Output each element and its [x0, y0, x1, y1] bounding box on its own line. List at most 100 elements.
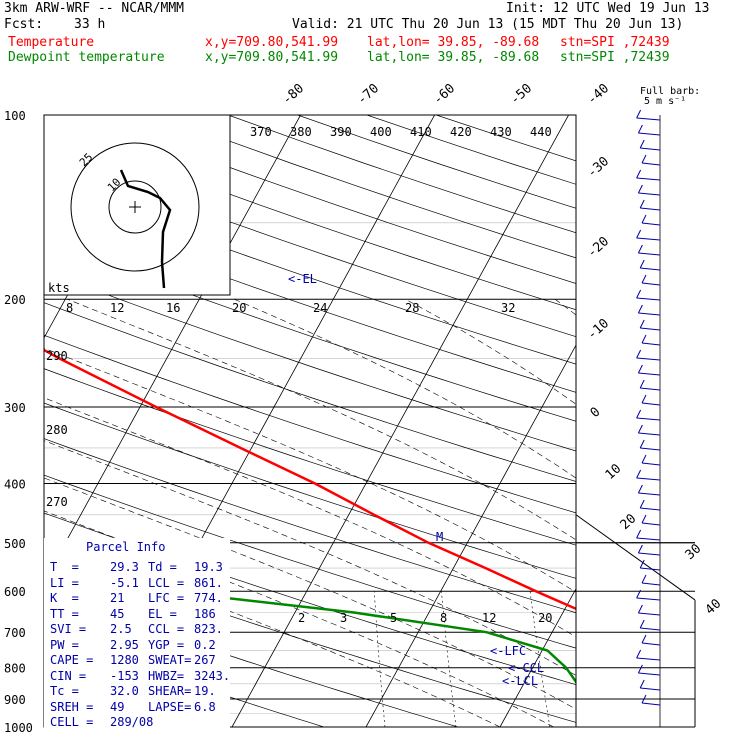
parcel-info-key: SWEAT= [148, 653, 192, 667]
theta-side-label: 290 [46, 349, 68, 363]
wind-barb [636, 477, 661, 481]
wind-barb [638, 612, 661, 616]
parcel-info-key: LFC = [148, 591, 185, 605]
parcel-info-key: Tc = [50, 684, 79, 698]
wind-barb-flag [639, 379, 645, 389]
dry-adiabat-line [44, 270, 576, 452]
isotherm-top-label: -60 [431, 81, 458, 108]
mixing-ratio-label: 20 [538, 611, 552, 625]
parcel-info-value: 49 [110, 699, 125, 714]
theta-label: 380 [290, 125, 312, 139]
wind-barb [636, 657, 661, 661]
parcel-marker: M [436, 530, 443, 544]
parcel-info-key: LI = [50, 575, 79, 590]
isotherm-line [634, 115, 740, 727]
dewpoint-legend-label: Dewpoint temperature [8, 50, 165, 65]
dry-adiabat-line [44, 402, 576, 579]
parcel-info-key: TT = [50, 606, 79, 621]
dry-adiabat-line [297, 115, 576, 209]
theta-label: 430 [490, 125, 512, 139]
wind-barb-flag [637, 424, 643, 434]
wind-barb [636, 537, 661, 541]
parcel-info-value: 861. [194, 575, 223, 590]
temperature-legend-stn: stn=SPI ,72439 [560, 35, 670, 50]
wind-barb [641, 282, 661, 286]
parcel-info-value: 19. [194, 684, 216, 698]
parcel-info-key: CAPE = [50, 653, 94, 667]
parcel-info-value: 19.3 [194, 560, 223, 574]
parcel-info-panel: Parcel Info T = 29.3 Td = 19.3 LI = -5.1 LCL =… [44, 538, 230, 729]
wind-barb-flag [641, 574, 647, 584]
wind-barb-flag [637, 244, 643, 254]
isotherm-line [365, 344, 576, 727]
dewpoint-legend-latlon: lat,lon= 39.85, -89.68 [367, 50, 540, 65]
pressure-tick-label: 400 [4, 477, 26, 491]
mixing-ratio-line [374, 591, 386, 727]
parcel-info-value: 2.95 [110, 637, 139, 652]
wind-barb-flag [641, 334, 647, 344]
parcel-info-key: CIN = [50, 668, 87, 683]
theta-side-label: 280 [46, 423, 68, 437]
isotherm-top-label: -70 [355, 81, 382, 108]
wind-barb [640, 207, 661, 211]
dry-adiabat-line [44, 438, 576, 614]
wind-barb [636, 297, 661, 301]
init-time: Init: 12 UTC Wed 19 Jun 13 [506, 1, 710, 16]
wind-barb [636, 117, 661, 121]
wind-barb-flag [639, 199, 645, 209]
wind-barb-flag [637, 184, 643, 194]
wind-barb-flag [639, 139, 645, 149]
wind-barb-flag [636, 649, 642, 659]
wind-barb [636, 177, 661, 181]
moist-adiabat-line [234, 298, 576, 479]
theta-label: 440 [530, 125, 552, 139]
temperature-legend-latlon: lat,lon= 39.85, -89.68 [367, 35, 540, 50]
temperature-legend-xy: x,y=709.80,541.99 [205, 35, 339, 50]
parcel-info-value: 21 [110, 591, 125, 605]
wind-barb [638, 372, 661, 376]
wind-barb [641, 702, 661, 706]
parcel-info-value: 29.3 [110, 560, 139, 574]
isotherm-line [44, 115, 301, 583]
forecast-label: Fcst: [4, 17, 44, 32]
wind-barb-flag [636, 289, 642, 299]
wind-barb [640, 627, 661, 631]
isotherm-side-label: -30 [585, 154, 612, 181]
wind-barb-flag [639, 619, 645, 629]
parcel-info-key: CCL = [148, 622, 185, 636]
parcel-info-value: -153 [110, 668, 139, 683]
plot-frame [43, 114, 577, 728]
mixing-ratio-label: 3 [340, 611, 347, 625]
wind-barb-flag [641, 514, 647, 524]
dewpoint-legend-xy: x,y=709.80,541.99 [205, 50, 339, 65]
isotherm-top-label: -40 [585, 81, 612, 108]
wind-barb [636, 357, 661, 361]
hodo-speed-label: 16 [166, 301, 180, 315]
wind-barb-flag [637, 484, 643, 494]
wind-barb [641, 162, 661, 166]
wind-barb [640, 147, 661, 151]
wind-barb-flag [637, 544, 643, 554]
wind-barb-flag [639, 559, 645, 569]
wind-barb [641, 342, 661, 346]
pressure-tick-label: 700 [4, 626, 26, 640]
wind-barb [641, 222, 661, 226]
parcel-info-title: Parcel Info [86, 540, 166, 554]
wind-barb [641, 582, 661, 586]
temperature-profile [44, 348, 576, 611]
theta-label: 400 [370, 125, 392, 139]
lfc-label: <-LFC [490, 644, 526, 658]
moist-adiabat-line [554, 298, 576, 316]
wind-barb-flag [636, 589, 642, 599]
pressure-tick-label: 900 [4, 693, 26, 707]
wind-barb [638, 552, 661, 556]
parcel-info-value: 6.8 [194, 699, 216, 714]
barb-key-label: Full barb: [640, 86, 700, 97]
dewpoint-legend-stn: stn=SPI ,72439 [560, 50, 670, 65]
wind-barb [638, 312, 661, 316]
wind-barb [641, 642, 661, 646]
parcel-info-value: 289/08 [110, 715, 154, 729]
hodograph-box [43, 114, 231, 296]
wind-barb [641, 522, 661, 526]
moist-adiabat-line [67, 298, 576, 541]
